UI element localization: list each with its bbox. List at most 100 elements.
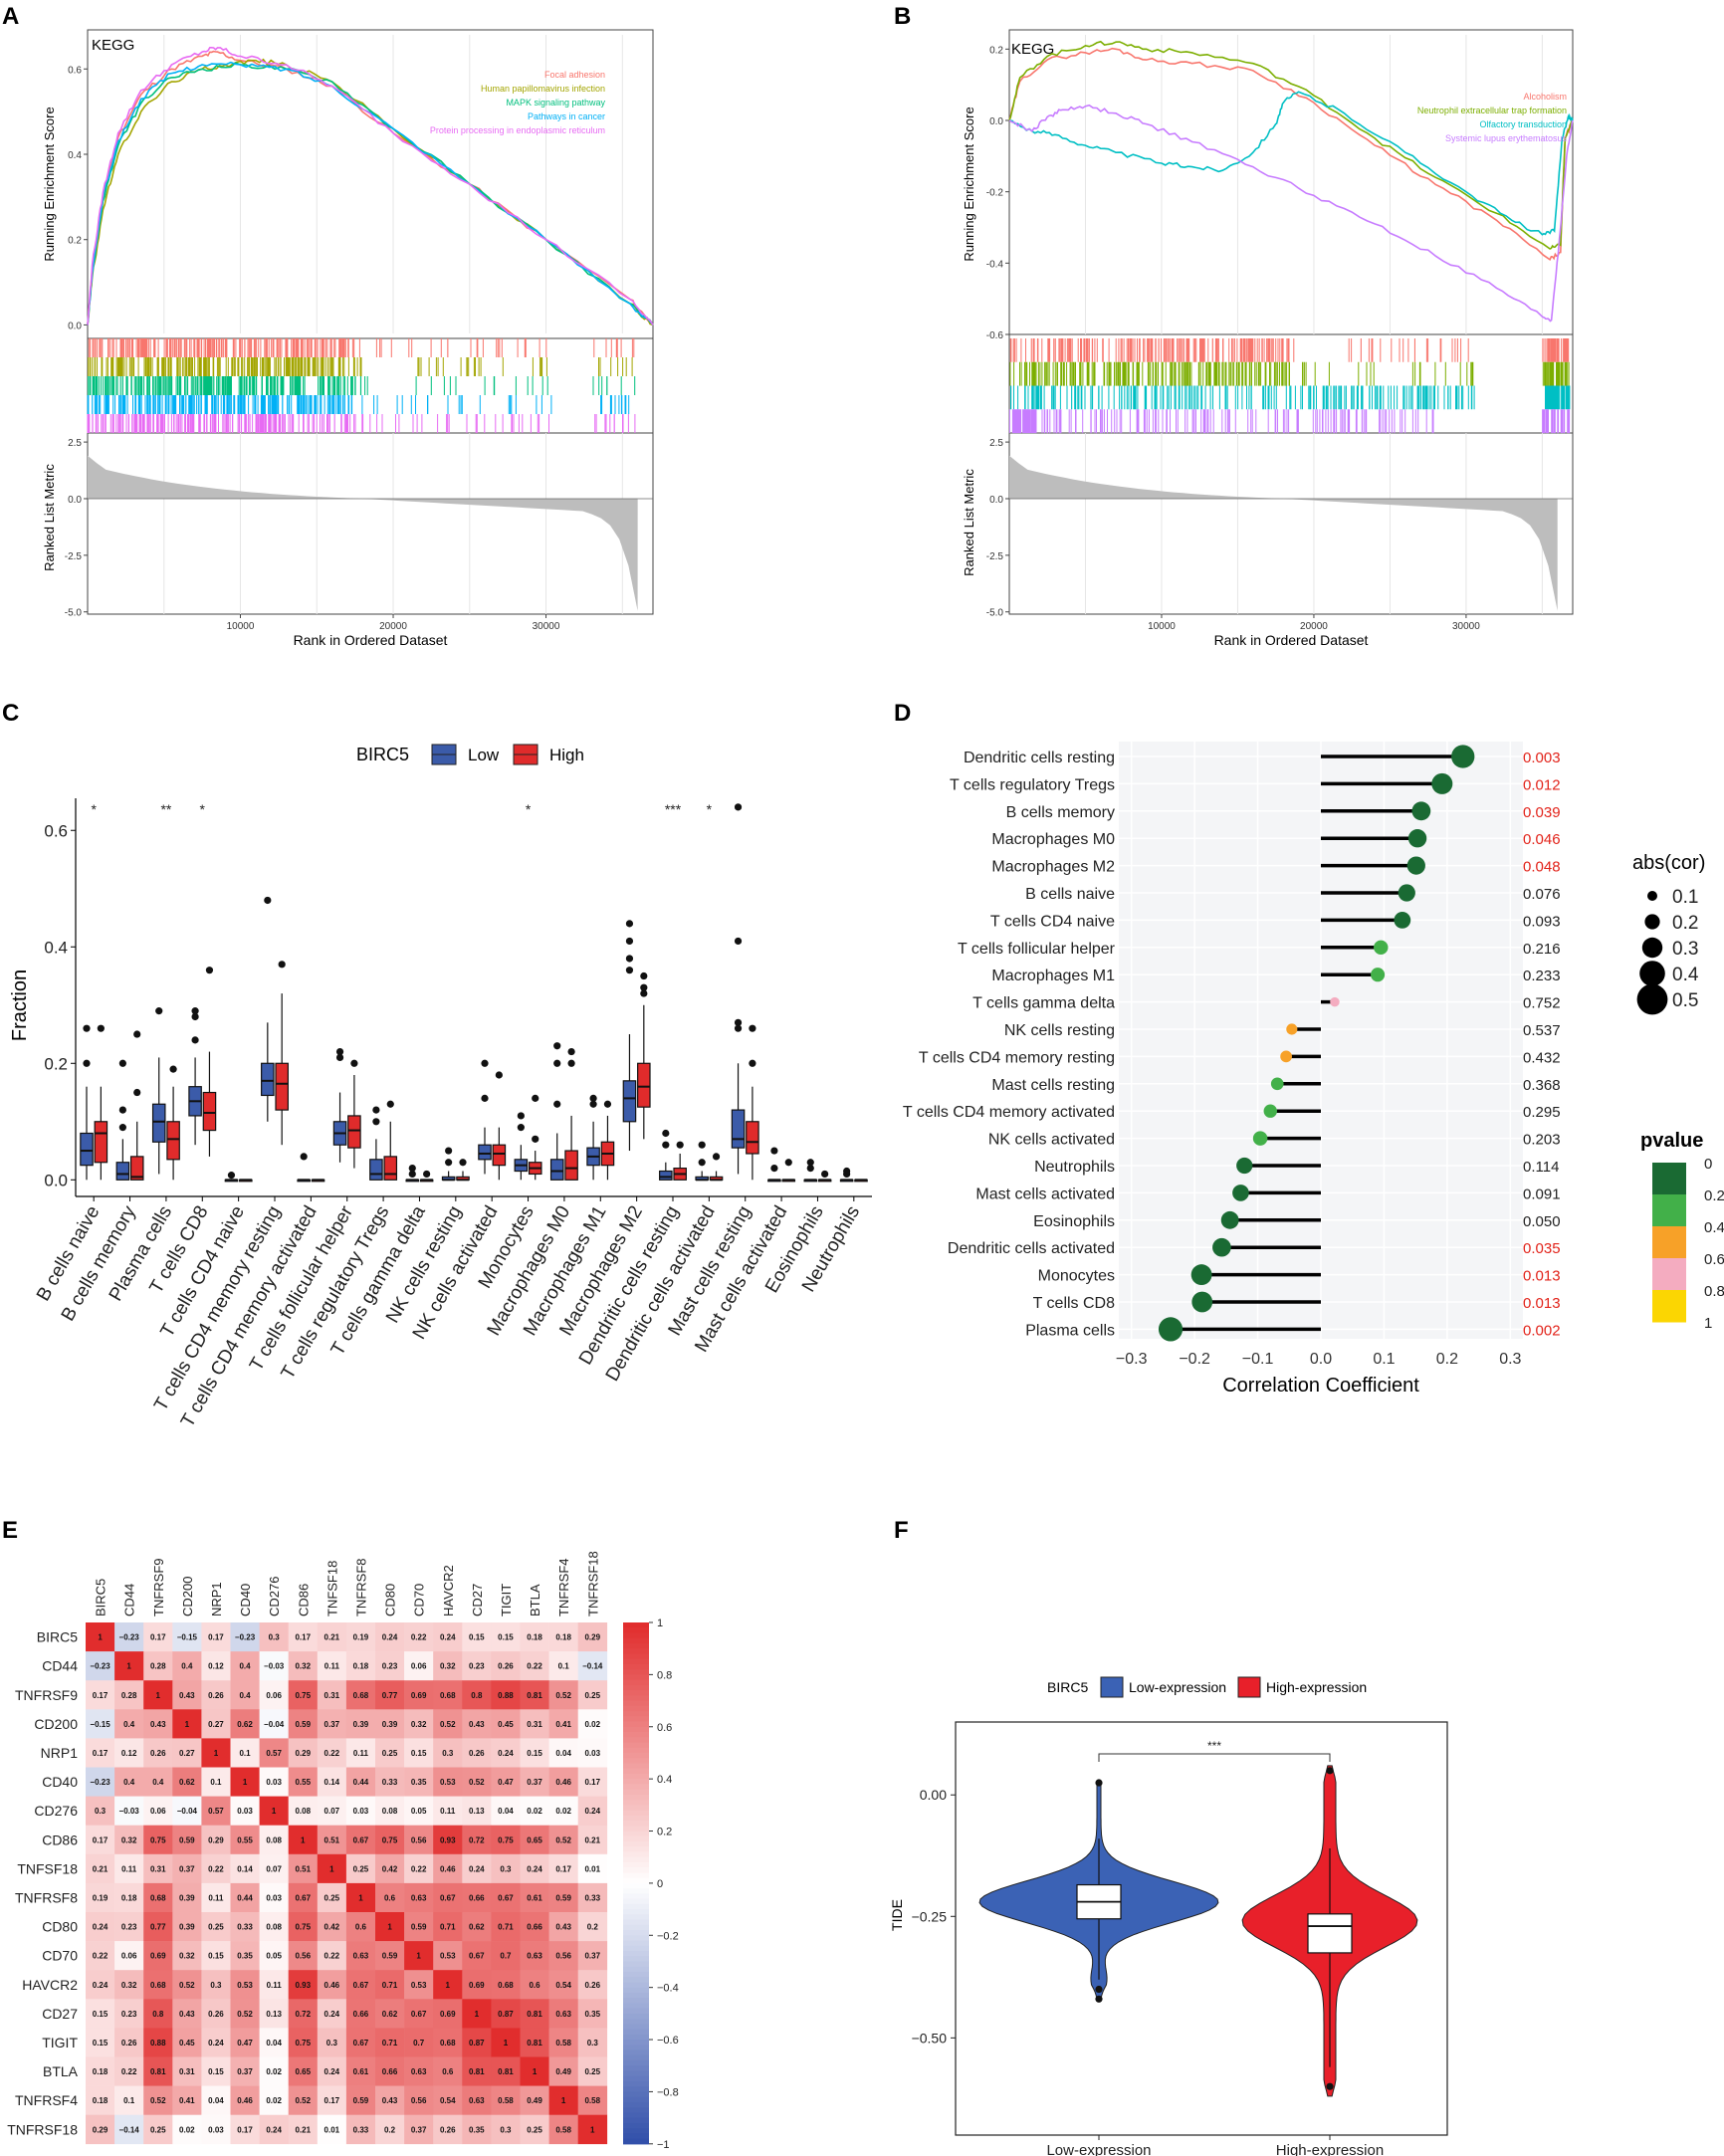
panel-a-title: KEGG <box>92 37 134 54</box>
heatmap-value: 1 <box>387 1923 392 1932</box>
heatmap-cell <box>259 2085 289 2115</box>
heatmap-col-label: CD86 <box>296 1584 311 1617</box>
size-legend-dot <box>1647 891 1657 901</box>
legend-entry-4: Pathways in cancer <box>528 111 605 121</box>
heatmap-cell <box>288 1970 319 2000</box>
heatmap-cell <box>317 1999 347 2029</box>
colorbar-band <box>623 2107 649 2113</box>
heatmap-value: 0.23 <box>121 2010 137 2019</box>
heatmap-cell <box>433 2056 463 2086</box>
p-value-label: 0.295 <box>1523 1104 1561 1121</box>
heatmap-value: 0.68 <box>353 1691 369 1700</box>
heatmap-cell <box>172 1970 202 2000</box>
x-tick-label: 0.0 <box>1310 1351 1332 1368</box>
heatmap-value: 0.26 <box>208 1691 224 1700</box>
panel-label-a: A <box>2 3 19 30</box>
significance-mark: *** <box>1207 1739 1221 1753</box>
heatmap-value: 0.66 <box>527 1923 542 1932</box>
panel-f-legend-high: High-expression <box>1266 1679 1367 1695</box>
colorbar-band <box>623 2091 649 2098</box>
colorbar-tick-label: 1 <box>657 1617 663 1629</box>
heatmap-cell <box>345 1853 376 1884</box>
heatmap-value: 0.03 <box>353 1807 369 1816</box>
heatmap-cell <box>520 2085 549 2115</box>
heatmap-cell <box>404 1941 434 1971</box>
heatmap-value: 0.24 <box>93 1923 108 1932</box>
panel-b-xlabel: Rank in Ordered Dataset <box>1214 632 1369 648</box>
heatmap-value: 0.18 <box>93 2067 108 2076</box>
heatmap-value: 0.53 <box>411 1981 427 1990</box>
heatmap-value: 0.47 <box>237 2039 253 2048</box>
heatmap-cell <box>201 1709 231 1739</box>
heatmap-value: 0.43 <box>469 1720 485 1729</box>
box-high <box>275 1062 289 1111</box>
heatmap-cell <box>491 1680 521 1710</box>
heatmap-value: 0.03 <box>266 1778 282 1787</box>
heatmap-cell <box>520 1941 549 1971</box>
heatmap-value: 0.03 <box>208 2125 224 2134</box>
heatmap-col-label: TNFRSF4 <box>556 1559 571 1617</box>
heatmap-cell <box>172 1709 202 1739</box>
p-value-label: 0.752 <box>1523 995 1561 1012</box>
colorbar-band <box>623 1773 649 1780</box>
heatmap-cell <box>288 1999 319 2029</box>
heatmap-value: 0.59 <box>353 2096 369 2105</box>
outlier-point <box>553 1042 561 1050</box>
size-legend-label: 0.1 <box>1672 887 1698 908</box>
box-low <box>659 1170 673 1181</box>
heatmap-cell <box>345 1622 376 1652</box>
heatmap-cell <box>143 1709 173 1739</box>
colorbar-tick-label: 0.4 <box>657 1774 672 1786</box>
heatmap-cell <box>317 1853 347 1884</box>
es-curve-4 <box>1008 104 1574 323</box>
heatmap-value: 0.54 <box>555 1981 571 1990</box>
heatmap-value: 0.57 <box>208 1807 224 1816</box>
heatmap-value: 0.63 <box>527 1952 542 1961</box>
heatmap-cell <box>114 1882 144 1913</box>
heatmap-cell <box>259 2028 289 2057</box>
heatmap-value: 0.08 <box>266 1923 282 1932</box>
heatmap-value: 0.4 <box>239 1691 251 1700</box>
heatmap-value: 0.62 <box>179 1778 195 1787</box>
p-value-label: 0.216 <box>1523 941 1561 958</box>
outlier-point <box>335 1047 344 1056</box>
lollipop-dot <box>1406 856 1425 875</box>
heatmap-cell <box>172 2085 202 2115</box>
heatmap-cell <box>404 2028 434 2057</box>
heatmap-cell <box>259 1796 289 1826</box>
p-value-label: 0.203 <box>1523 1132 1561 1149</box>
heatmap-col-label: TNFSF18 <box>324 1561 339 1617</box>
heatmap-value: 0.35 <box>469 2125 485 2134</box>
violin-box <box>1307 1913 1353 1954</box>
y-tick-label: 0.2 <box>44 1054 68 1073</box>
heatmap-value: 0.18 <box>121 1893 137 1902</box>
row-label: Macrophages M2 <box>991 859 1115 876</box>
outlier-point <box>532 1135 539 1143</box>
panel-f-ylabel: TIDE <box>889 1899 905 1931</box>
colorbar-band <box>623 1653 649 1660</box>
heatmap-cell <box>86 1941 115 1971</box>
heatmap-cell <box>172 2114 202 2145</box>
heatmap-value: 0.19 <box>353 1633 369 1642</box>
heatmap-cell <box>462 1853 492 1884</box>
heatmap-cell <box>345 2114 376 2145</box>
heatmap-cell <box>172 1680 202 1710</box>
heatmap-cell <box>86 1796 115 1826</box>
heatmap-value: 0.32 <box>295 1662 311 1671</box>
row-label: Eosinophils <box>1033 1213 1115 1230</box>
heatmap-value: 0.55 <box>295 1778 311 1787</box>
heatmap-cell <box>143 1738 173 1768</box>
size-legend-label: 0.4 <box>1672 965 1699 985</box>
size-legend-label: 0.5 <box>1672 990 1698 1011</box>
colorbar-band <box>623 1882 649 1889</box>
heatmap-cell <box>259 1709 289 1739</box>
row-label: B cells naive <box>1025 886 1115 903</box>
lollipop-dot <box>1263 1104 1277 1118</box>
outlier-point <box>445 1159 453 1167</box>
heatmap-cell <box>520 2114 549 2145</box>
heatmap-value: 0.2 <box>384 2125 396 2134</box>
significance-mark: * <box>526 801 532 817</box>
heatmap-cell <box>317 1680 347 1710</box>
outlier-point <box>749 1059 756 1067</box>
